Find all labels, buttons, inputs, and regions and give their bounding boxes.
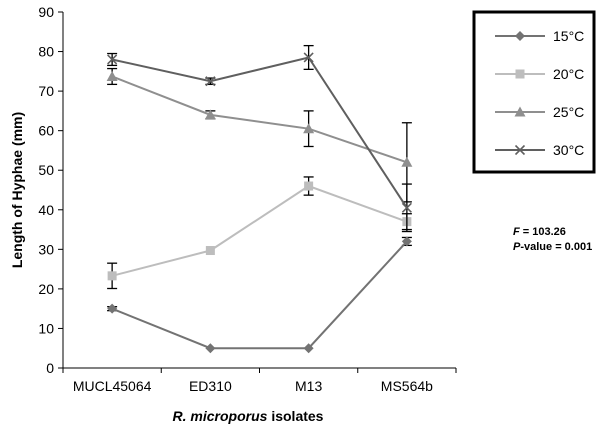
x-tick-label: ED310 — [189, 378, 232, 394]
y-axis: 0 10 20 30 40 50 60 70 80 90 — [38, 4, 64, 376]
data-point — [107, 303, 118, 314]
y-tick-label: 10 — [38, 320, 54, 336]
series-2 — [107, 176, 412, 290]
series-3 — [106, 67, 413, 203]
data-point-stroke-b — [401, 202, 412, 213]
data-point — [205, 343, 216, 354]
data-point — [401, 156, 413, 167]
y-tick-label: 50 — [38, 162, 54, 178]
legend-item: 25°C — [495, 104, 584, 120]
legend-marker — [515, 69, 525, 79]
x-axis-title: R. microporus isolates — [173, 408, 324, 424]
legend-item: 15°C — [495, 28, 584, 44]
legend-item: 30°C — [495, 142, 584, 158]
y-tick-label: 0 — [46, 360, 54, 376]
x-axis-title-rest: isolates — [267, 408, 323, 424]
data-point — [303, 343, 314, 354]
data-point — [205, 246, 215, 256]
x-tick-label: MS564b — [381, 378, 433, 394]
series-layer — [106, 44, 413, 354]
y-tick-label: 40 — [38, 202, 54, 218]
data-point — [205, 76, 216, 87]
series-4 — [107, 44, 412, 233]
legend-marker-stroke-b — [514, 144, 526, 156]
p-value: P-value = 0.001 — [513, 241, 592, 253]
f-statistic: F = 103.26 — [513, 226, 566, 238]
series-1 — [107, 236, 412, 354]
y-tick-label: 30 — [38, 241, 54, 257]
series-line — [111, 240, 408, 350]
y-tick-label: 90 — [38, 4, 54, 20]
x-axis-title-italic: R. microporus — [173, 408, 268, 424]
x-tick-label: MUCL45064 — [73, 378, 152, 394]
legend-marker — [514, 144, 526, 156]
y-axis-title: Length of Hyphae (mm) — [9, 112, 25, 268]
legend-item: 20°C — [495, 66, 584, 82]
y-tick-label: 20 — [38, 281, 54, 297]
data-point-stroke-b — [303, 52, 314, 63]
legend-marker — [515, 31, 525, 41]
data-point — [106, 70, 118, 81]
f-statistic-label: F — [513, 226, 520, 238]
p-value-value: -value = 0.001 — [520, 241, 592, 253]
data-point — [401, 236, 412, 247]
y-tick-label: 60 — [38, 123, 54, 139]
f-statistic-value: = 103.26 — [520, 226, 566, 238]
data-point — [204, 109, 216, 120]
legend-box — [472, 10, 596, 174]
legend: 15°C 20°C 25°C 30°C — [472, 10, 596, 174]
x-axis: MUCL45064 ED310 M13 MS564b — [62, 367, 457, 394]
legend-label: 30°C — [553, 142, 584, 158]
data-point-stroke-b — [205, 76, 216, 87]
y-tick-label: 70 — [38, 83, 54, 99]
legend-label: 25°C — [553, 104, 584, 120]
y-tick-label: 80 — [38, 44, 54, 60]
data-point-stroke-b — [107, 54, 118, 65]
series-line — [111, 75, 408, 164]
p-value-label: P — [513, 241, 521, 253]
legend-marker — [514, 106, 526, 117]
data-point — [107, 54, 118, 65]
data-point — [303, 52, 314, 63]
data-point — [107, 271, 117, 281]
data-point — [304, 181, 314, 191]
series-line — [111, 56, 408, 209]
data-point — [401, 202, 412, 213]
x-tick-label: M13 — [295, 378, 322, 394]
series-line — [111, 184, 408, 277]
legend-label: 20°C — [553, 66, 584, 82]
data-point — [303, 123, 315, 134]
legend-label: 15°C — [553, 28, 584, 44]
